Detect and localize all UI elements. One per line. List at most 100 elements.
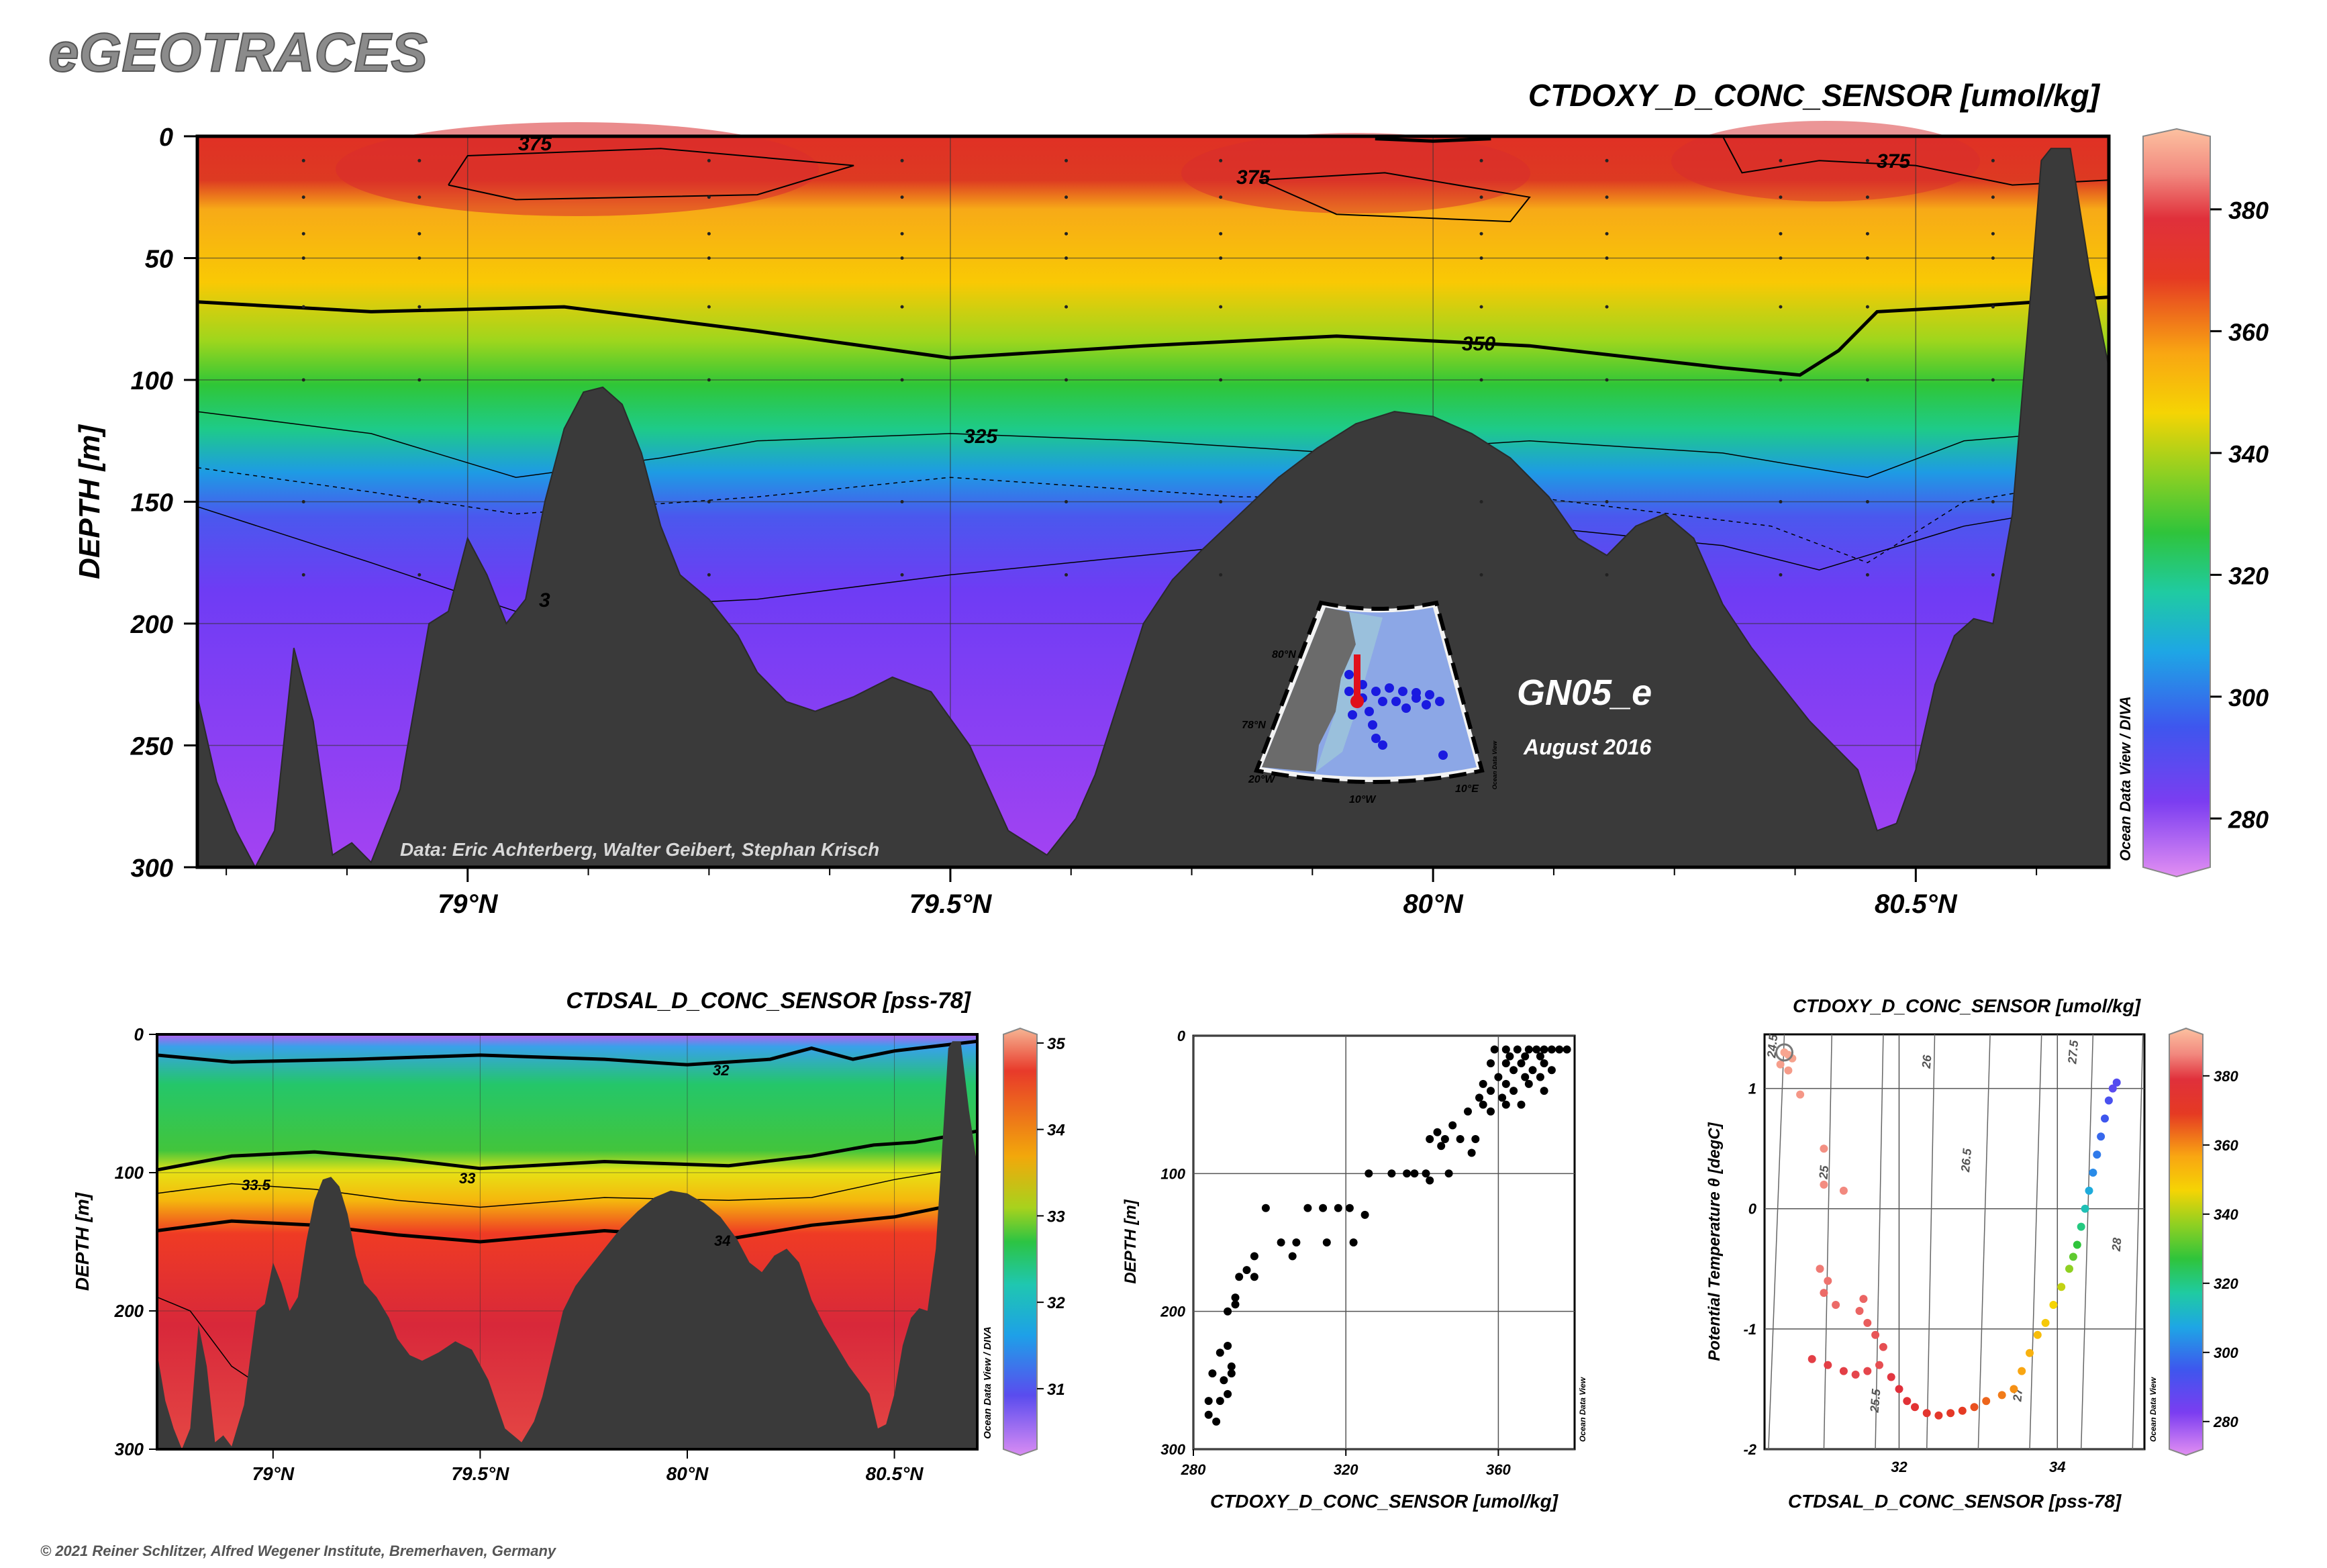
ts-point-38 <box>2033 1330 2042 1339</box>
ts-point-35 <box>2010 1385 2018 1393</box>
sal-contour-label-34: 34 <box>714 1232 730 1249</box>
profile-point-12 <box>1517 1059 1526 1068</box>
sal-ytick-label-2: 200 <box>114 1301 144 1321</box>
map-station-12 <box>1368 720 1377 730</box>
ts-xtick-label-0: 32 <box>1891 1459 1908 1475</box>
main-contour-label-375a: 375 <box>518 133 552 155</box>
profile-point-35 <box>1456 1135 1465 1143</box>
main-contour-top <box>1375 137 1491 143</box>
main-sample-dot <box>1865 195 1869 199</box>
main-contour-label-350: 350 <box>1462 333 1495 355</box>
sal-xtick-label-1: 79.5°N <box>451 1463 509 1484</box>
ts-isopycnal-0 <box>1768 1034 1785 1450</box>
main-sample-dot <box>1219 232 1223 236</box>
main-sample-dot <box>1605 232 1609 236</box>
ts-odv-label: Ocean Data View <box>2148 1377 2158 1442</box>
map-station-20 <box>1438 750 1448 760</box>
profile-point-15 <box>1487 1059 1495 1068</box>
profile-point-30 <box>1517 1100 1526 1109</box>
main-sample-dot <box>1779 378 1783 382</box>
map-lon-20w: 20°W <box>1248 774 1276 785</box>
main-sample-dot <box>1865 256 1869 260</box>
ts-point-47 <box>2085 1186 2093 1195</box>
prof-xtick-label-0: 280 <box>1181 1461 1206 1478</box>
ts-point-52 <box>2104 1096 2113 1105</box>
main-sample-dot <box>1219 158 1223 162</box>
main-contour-375c <box>1722 136 2110 186</box>
main-ytick-label-1: 50 <box>145 246 173 274</box>
sal-colorbar-ticks: 35 34 33 32 31 <box>1037 1035 1065 1399</box>
profile-point-54 <box>1360 1210 1369 1219</box>
ts-point-21 <box>1839 1367 1848 1375</box>
ts-point-29 <box>1934 1411 1943 1420</box>
map-station-17 <box>1348 710 1357 720</box>
main-sample-dot <box>1991 256 1995 260</box>
profile-point-71 <box>1220 1376 1228 1385</box>
ts-cb-label-5: 280 <box>2213 1414 2238 1430</box>
main-sample-dot <box>1779 500 1783 503</box>
main-sample-dot <box>1605 195 1609 199</box>
ts-point-19 <box>1863 1367 1872 1375</box>
ts-sigma-label-6: 28 <box>2110 1237 2124 1253</box>
ts-point-6 <box>1820 1144 1828 1153</box>
main-sample-dot <box>1605 500 1609 503</box>
main-surface-core-1 <box>336 122 819 216</box>
main-sample-dot <box>900 573 904 577</box>
sal-contour-label-33: 33 <box>459 1170 475 1187</box>
profile-point-72 <box>1208 1369 1217 1378</box>
sal-x-axis: 79°N 79.5°N 80°N 80.5°N <box>252 1449 924 1484</box>
sal-cb-label-1: 34 <box>1047 1122 1065 1140</box>
main-sample-dot <box>301 500 305 503</box>
profile-point-5 <box>1501 1045 1510 1054</box>
ts-sigma-label-5: 27.5 <box>2065 1039 2081 1065</box>
sal-ylabel: DEPTH [m] <box>72 1191 93 1291</box>
map-station-6 <box>1425 690 1434 699</box>
main-sample-dot <box>1779 573 1783 577</box>
profile-point-70 <box>1227 1369 1236 1378</box>
sal-contours <box>156 1039 978 1408</box>
main-cb-label-5: 280 <box>2228 805 2269 833</box>
main-xtick-label-2: 80°N <box>1403 889 1463 919</box>
main-sample-dot <box>1219 256 1223 260</box>
main-sample-dot <box>707 378 711 382</box>
profile-point-19 <box>1494 1073 1503 1081</box>
map-station-16 <box>1344 687 1354 696</box>
main-sample-dot <box>1991 305 1995 309</box>
ts-sigma-label-2: 26 <box>1920 1054 1934 1070</box>
map-station-4 <box>1398 687 1407 696</box>
main-sample-dot <box>900 195 904 199</box>
sal-odv-label: Ocean Data View / DIVA <box>982 1326 993 1439</box>
map-station-15 <box>1412 693 1421 703</box>
prof-xtick-label-2: 360 <box>1486 1461 1511 1478</box>
main-sample-dot <box>900 378 904 382</box>
main-ytick-label-6: 300 <box>131 854 173 883</box>
main-cruise-label: GN05_e <box>1517 673 1652 713</box>
main-colorbar <box>2142 128 2211 878</box>
ts-highlight-ring <box>1775 1043 1793 1062</box>
ts-point-43 <box>2069 1253 2077 1261</box>
profile-point-40 <box>1433 1128 1442 1136</box>
profile-point-20 <box>1521 1073 1530 1081</box>
profile-point-74 <box>1216 1397 1224 1406</box>
profile-point-68 <box>1224 1342 1232 1350</box>
profile-point-9 <box>1521 1052 1530 1061</box>
main-sample-dot <box>1065 500 1069 503</box>
main-xtick-label-3: 80.5°N <box>1875 889 1958 919</box>
main-sample-dot <box>1605 305 1609 309</box>
main-ytick-label-5: 250 <box>130 733 173 761</box>
profile-grid <box>1193 1035 1575 1450</box>
ts-sigma-label-0: 25 <box>1816 1165 1831 1181</box>
profile-point-67 <box>1231 1293 1240 1302</box>
sal-ytick-label-1: 100 <box>115 1163 144 1183</box>
profile-point-29 <box>1498 1093 1507 1102</box>
profile-point-1 <box>1540 1045 1548 1054</box>
ts-point-42 <box>2065 1265 2073 1273</box>
ts-point-10 <box>1824 1277 1832 1285</box>
sal-cb-label-3: 32 <box>1047 1294 1065 1312</box>
ts-point-49 <box>2093 1150 2101 1159</box>
main-sample-dot <box>1605 158 1609 162</box>
main-sample-dot <box>1779 232 1783 236</box>
main-contour-350 <box>197 295 2110 377</box>
profile-xlabel: CTDOXY_D_CONC_SENSOR [umol/kg] <box>1210 1491 1559 1512</box>
prof-ytick-label-0: 0 <box>1177 1028 1186 1044</box>
